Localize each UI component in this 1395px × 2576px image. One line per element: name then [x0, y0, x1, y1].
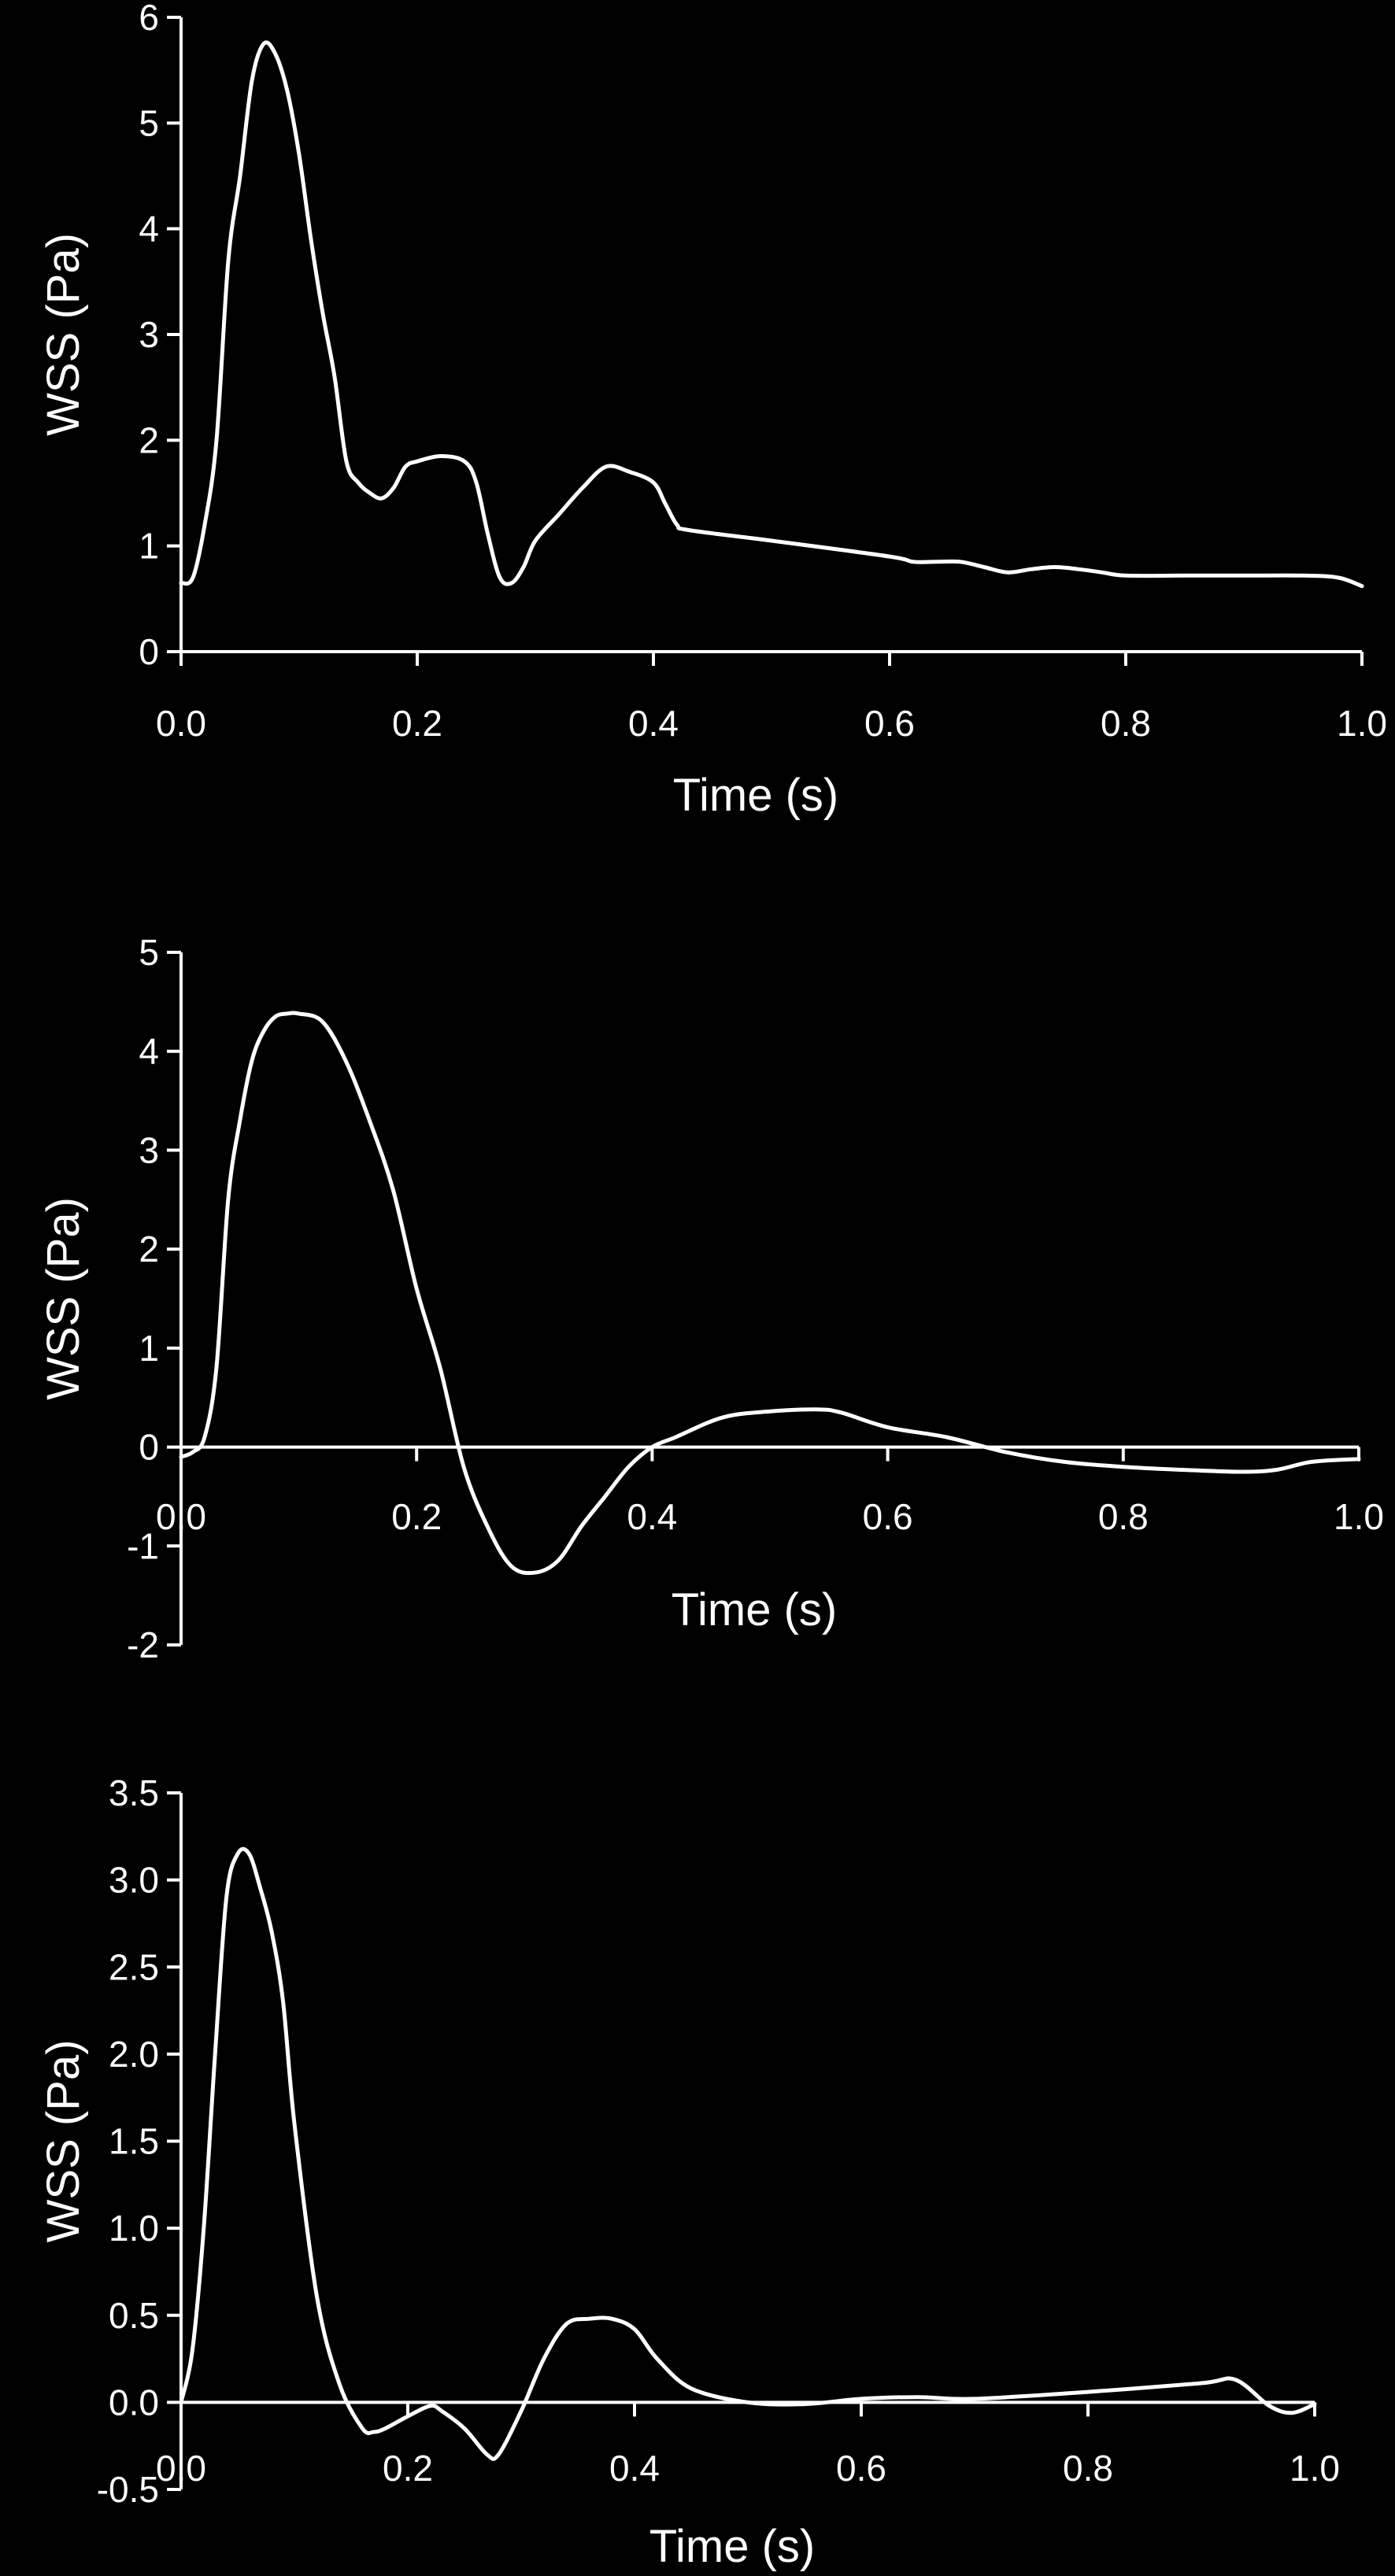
- y-tick-label: 5: [139, 102, 159, 143]
- x-tick-label: 1.0: [1334, 1496, 1384, 1537]
- y-tick-label: 1: [139, 1328, 159, 1369]
- x-tick-label: 0.6: [864, 703, 915, 744]
- x-tick-label: 0.0: [156, 1496, 206, 1537]
- x-tick-label: 0.2: [392, 703, 442, 744]
- x-tick-label: 0.4: [628, 703, 679, 744]
- x-tick-label: 0.6: [863, 1496, 913, 1537]
- x-tick-label: 0.2: [383, 2448, 433, 2489]
- y-tick-label: 0: [139, 631, 159, 672]
- x-tick-label: 0.0: [156, 2448, 206, 2489]
- y-axis-title: WSS (Pa): [38, 233, 89, 436]
- chart-panel-2: -2 -1 0 1 2 3 4 5 0.0 0.2 0.4 0.6 0.8 1.0 Time (s) WSS …: [38, 932, 1384, 1665]
- y-tick-label: 0: [139, 1427, 159, 1468]
- y-tick-label: 2: [139, 419, 159, 460]
- y-tick-label: 4: [139, 209, 159, 249]
- x-tick-label: 0.6: [836, 2448, 886, 2489]
- y-tick-label: 1: [139, 526, 159, 567]
- y-tick-label: 0.5: [109, 2295, 159, 2336]
- y-tick-label: 3: [139, 1129, 159, 1170]
- series-line-1: [179, 1846, 1317, 2461]
- x-tick-label: 0.4: [609, 2448, 660, 2489]
- chart-panel-1: 0 1 2 3 4 5 6 0.0 0.2 0.4 0.6 0.8 1.0 Time (s) WSS (Pa…: [38, 0, 1387, 821]
- y-tick-label: -1: [127, 1525, 159, 1566]
- y-tick-label: 4: [139, 1031, 159, 1072]
- y-axis-title: WSS (Pa): [38, 1197, 89, 1400]
- x-axis-title: Time (s): [673, 770, 838, 821]
- x-tick-label: 0.8: [1098, 1496, 1149, 1537]
- x-tick-label: 0.0: [156, 703, 206, 744]
- y-tick-label: 3.5: [109, 1772, 159, 1813]
- x-tick-label: 0.8: [1063, 2448, 1113, 2489]
- x-tick-label: 1.0: [1337, 703, 1387, 744]
- chart-panel-3: -0.50.00.51.01.52.02.53.03.50.0 0.2 0.4 0.6…: [38, 1772, 1340, 2572]
- x-tick-label: 0.4: [627, 1496, 677, 1537]
- x-tick-label: 1.0: [1290, 2448, 1340, 2489]
- y-tick-label: -0.5: [97, 2469, 159, 2510]
- y-tick-label: 0.0: [109, 2382, 159, 2423]
- y-tick-label: 5: [139, 932, 159, 973]
- y-tick-label: 2.0: [109, 2034, 159, 2075]
- x-tick-label: 0.2: [391, 1496, 442, 1537]
- x-axis-title: Time (s): [672, 1584, 837, 1635]
- y-axis-title: WSS (Pa): [38, 2040, 89, 2243]
- y-tick-label: 6: [139, 0, 159, 38]
- y-tick-label: 2: [139, 1229, 159, 1270]
- y-tick-label: 2.5: [109, 1946, 159, 1987]
- series-line-1: [179, 40, 1364, 589]
- y-tick-label: 1.0: [109, 2208, 159, 2249]
- y-tick-label: -2: [127, 1624, 159, 1665]
- y-tick-label: 1.5: [109, 2121, 159, 2162]
- x-tick-label: 0.8: [1101, 703, 1151, 744]
- x-axis-title: Time (s): [649, 2521, 815, 2572]
- y-tick-label: 3.0: [109, 1860, 159, 1901]
- y-tick-label: 3: [139, 314, 159, 355]
- series-line-1: [179, 1011, 1361, 1576]
